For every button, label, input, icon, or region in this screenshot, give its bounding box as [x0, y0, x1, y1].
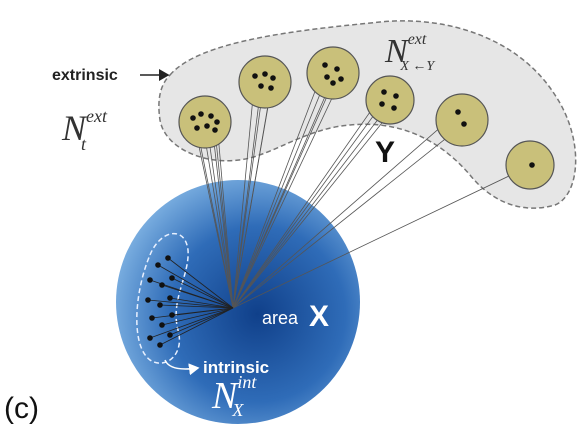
neuron [334, 66, 340, 72]
neuron [167, 295, 173, 301]
group-y: Y [375, 136, 395, 169]
extrinsic-label: extrinsic [52, 67, 118, 84]
neuron [165, 255, 171, 261]
neuron [167, 332, 173, 338]
neuron [270, 75, 276, 81]
neuron [252, 73, 258, 79]
neuron [262, 71, 268, 77]
neuron [157, 342, 163, 348]
neuron [198, 111, 204, 117]
neuron [208, 113, 214, 119]
neuron [149, 315, 155, 321]
neuron [393, 93, 399, 99]
area-label: area [262, 308, 299, 328]
node-group [307, 47, 359, 99]
node-group [436, 94, 488, 146]
neuron [190, 115, 196, 121]
neuron [159, 322, 165, 328]
neuron [145, 297, 151, 303]
neuron [155, 262, 161, 268]
neuron [338, 76, 344, 82]
neuron [391, 105, 397, 111]
neuron [204, 123, 210, 129]
neuron [379, 101, 385, 107]
neuron [212, 127, 218, 133]
neuron [529, 162, 535, 168]
figure: extrinsic Nextt NextX ←Y Y area X intrin… [0, 0, 583, 426]
neuron [169, 312, 175, 318]
neuron [159, 282, 165, 288]
neuron [169, 275, 175, 281]
neuron [381, 89, 387, 95]
neuron [455, 109, 461, 115]
neuron [324, 74, 330, 80]
neuron [147, 277, 153, 283]
neuron [214, 119, 220, 125]
neuron [258, 83, 264, 89]
neuron [461, 121, 467, 127]
neuron [157, 302, 163, 308]
panel-label: (c) [4, 392, 39, 425]
neuron [268, 85, 274, 91]
area-name: X [309, 300, 329, 333]
neuron [330, 80, 336, 86]
node-group [239, 56, 291, 108]
node-group [179, 96, 231, 148]
neuron [322, 62, 328, 68]
node-group [366, 76, 414, 124]
neuron [194, 125, 200, 131]
neuron [147, 335, 153, 341]
